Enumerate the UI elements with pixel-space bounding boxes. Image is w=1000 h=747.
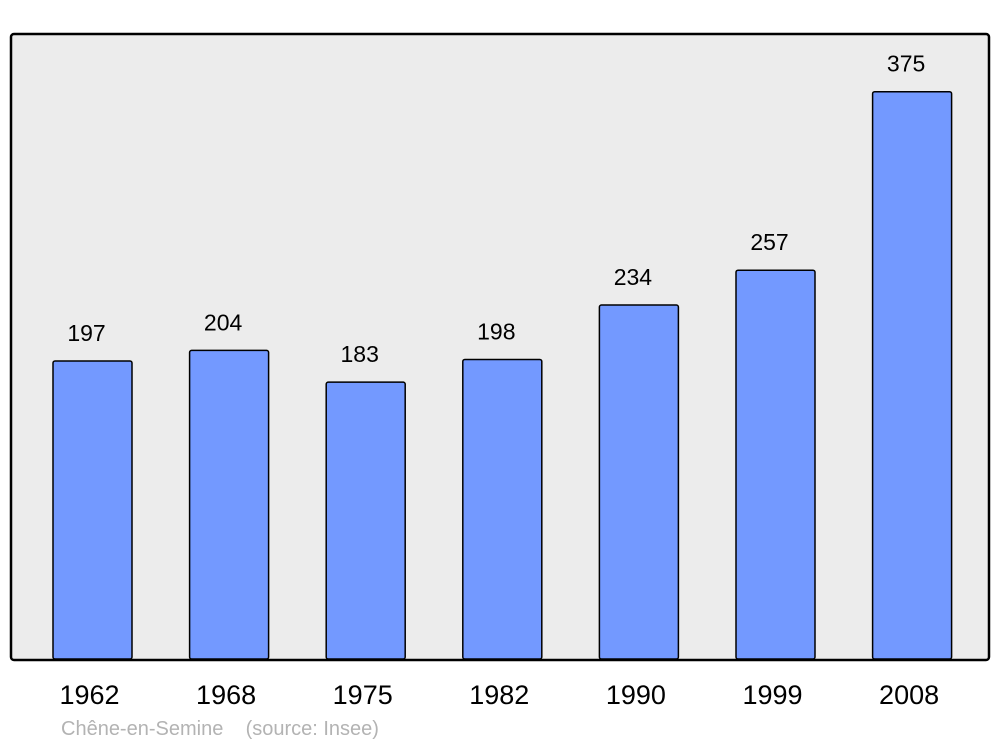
x-tick-label-2008: 2008	[879, 680, 939, 710]
data-label-1962: 197	[67, 320, 105, 346]
data-label-2008: 375	[887, 51, 925, 77]
data-label-1975: 183	[341, 341, 379, 367]
bar-1990	[598, 304, 680, 660]
x-tick-label-1999: 1999	[742, 680, 802, 710]
bar-2008	[871, 90, 953, 660]
bar-1975	[325, 381, 406, 660]
bar-1962	[52, 360, 133, 660]
bar-1999	[735, 269, 816, 660]
x-tick-label-1990: 1990	[606, 680, 666, 710]
bar-1968	[188, 349, 270, 660]
footer-place: Chêne-en-Semine	[61, 718, 224, 740]
data-label-1999: 257	[750, 229, 788, 255]
x-tick-label-1962: 1962	[59, 680, 119, 710]
footer: Chêne-en-Semine (source: Insee)	[61, 718, 379, 741]
x-tick-label-1975: 1975	[333, 680, 393, 710]
data-label-1968: 204	[204, 309, 243, 335]
x-tick-label-1968: 1968	[196, 680, 256, 710]
bar-1982	[462, 358, 543, 660]
data-label-1982: 198	[477, 318, 515, 344]
x-tick-label-1982: 1982	[469, 680, 529, 710]
footer-source: (source: Insee)	[245, 718, 379, 740]
data-label-1990: 234	[614, 264, 653, 290]
